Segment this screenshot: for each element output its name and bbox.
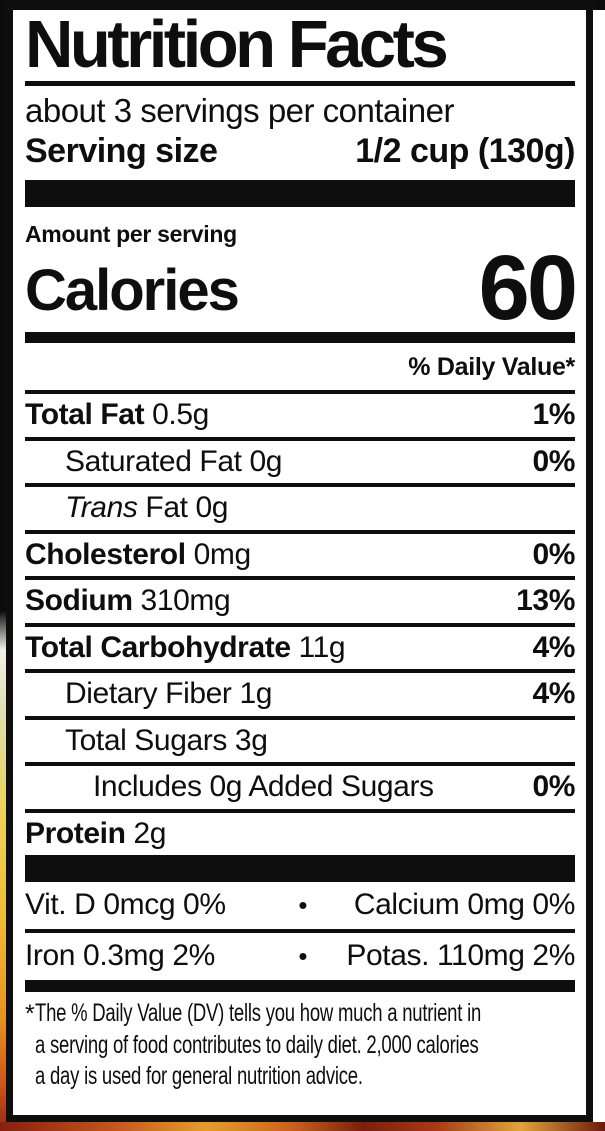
daily-value-percent: 4%	[532, 677, 575, 711]
calories-label: Calories	[25, 258, 240, 324]
nutrient-name-and-amount: Sodium 310mg	[25, 584, 231, 618]
photo-bottom-strip	[0, 1122, 605, 1131]
daily-value-percent: 0%	[532, 444, 575, 478]
bullet-separator: •	[298, 890, 308, 921]
micronutrient-row: Vit. D 0mcg 0% • Calcium 0mg 0%	[25, 882, 576, 934]
nutrient-name-and-amount: Saturated Fat 0g	[65, 444, 283, 478]
micronutrient-row: Iron 0.3mg 2% • Potas. 110mg 2%	[25, 933, 575, 980]
daily-value-percent: 13%	[516, 584, 575, 618]
nutrient-row: Trans Fat 0g	[25, 487, 575, 534]
footnote-asterisk: *	[25, 1000, 35, 1029]
serving-size-value: 1/2 cup (130g)	[355, 132, 575, 171]
nutrient-row: Total Carbohydrate 11g 4%	[25, 627, 575, 674]
serving-size-label: Serving size	[25, 132, 218, 171]
micronutrient-right: Potas. 110mg 2%	[346, 939, 575, 973]
footnote-line: a day is used for general nutrition advi…	[34, 1062, 363, 1091]
daily-value-header: % Daily Value*	[25, 343, 575, 395]
divider-bar-thick	[25, 180, 575, 208]
nutrient-row: Total Sugars 3g	[25, 720, 575, 767]
title-divider	[25, 81, 575, 87]
micronutrient-left: Iron 0.3mg 2%	[25, 939, 215, 973]
servings-per-container: about 3 servings per container	[25, 92, 454, 130]
divider-bar-medium	[25, 332, 575, 344]
daily-value-percent: 1%	[532, 398, 575, 432]
calories-value: 60	[478, 236, 578, 339]
micronutrient-right: Calcium 0mg 0%	[353, 888, 576, 922]
micronutrient-left: Vit. D 0mcg 0%	[25, 888, 226, 922]
nutrient-name-and-amount: Trans Fat 0g	[65, 491, 229, 525]
nutrient-row: Sodium 310mg 13%	[25, 580, 575, 627]
footnote: * The % Daily Value (DV) tells you how m…	[25, 998, 575, 1093]
nutrient-name-and-amount: Total Sugars 3g	[65, 723, 268, 757]
photo-left-strip	[0, 0, 8, 1131]
nutrient-row: Total Fat 0.5g 1%	[25, 394, 575, 441]
nutrient-name-and-amount: Cholesterol 0mg	[25, 537, 251, 571]
nutrient-name-and-amount: Total Carbohydrate 11g	[25, 630, 346, 664]
amount-per-serving-label: Amount per serving	[25, 221, 237, 248]
daily-value-percent: 0%	[532, 537, 575, 571]
footnote-line: a serving of food contributes to daily d…	[34, 1030, 479, 1059]
micronutrient-rows: Vit. D 0mcg 0% • Calcium 0mg 0% Iron 0.3mg …	[25, 882, 575, 980]
nutrient-row: Cholesterol 0mg 0%	[25, 534, 575, 581]
bullet-separator: •	[298, 941, 308, 972]
calories-row: Calories 60	[25, 236, 578, 339]
nutrient-name-and-amount: Total Fat 0.5g	[25, 398, 209, 432]
nutrient-row: Protein 2g	[25, 813, 575, 856]
nutrient-name-and-amount: Protein 2g	[25, 816, 167, 850]
nutrient-row: Saturated Fat 0g 0%	[25, 441, 575, 488]
divider-bar-medium	[25, 980, 575, 993]
label-title: Nutrition Facts	[25, 7, 449, 82]
daily-value-percent: 0%	[532, 770, 575, 804]
serving-size-row: Serving size 1/2 cup (130g)	[25, 132, 575, 171]
nutrient-name-and-amount: Includes 0g Added Sugars	[93, 770, 434, 804]
nutrient-row: Includes 0g Added Sugars 0%	[25, 766, 575, 813]
footnote-text: The % Daily Value (DV) tells you how muc…	[35, 998, 481, 1093]
daily-value-percent: 4%	[532, 630, 575, 664]
nutrient-row: Dietary Fiber 1g 4%	[25, 673, 575, 720]
footnote-line: The % Daily Value (DV) tells you how muc…	[34, 999, 481, 1028]
nutrition-facts-label: Nutrition Facts about 3 servings per con…	[6, 0, 593, 1122]
divider-bar-thick	[25, 855, 575, 883]
nutrient-rows: Total Fat 0.5g 1% Saturated Fat 0g 0% Trans …	[25, 394, 575, 855]
nutrient-name-and-amount: Dietary Fiber 1g	[65, 677, 273, 711]
